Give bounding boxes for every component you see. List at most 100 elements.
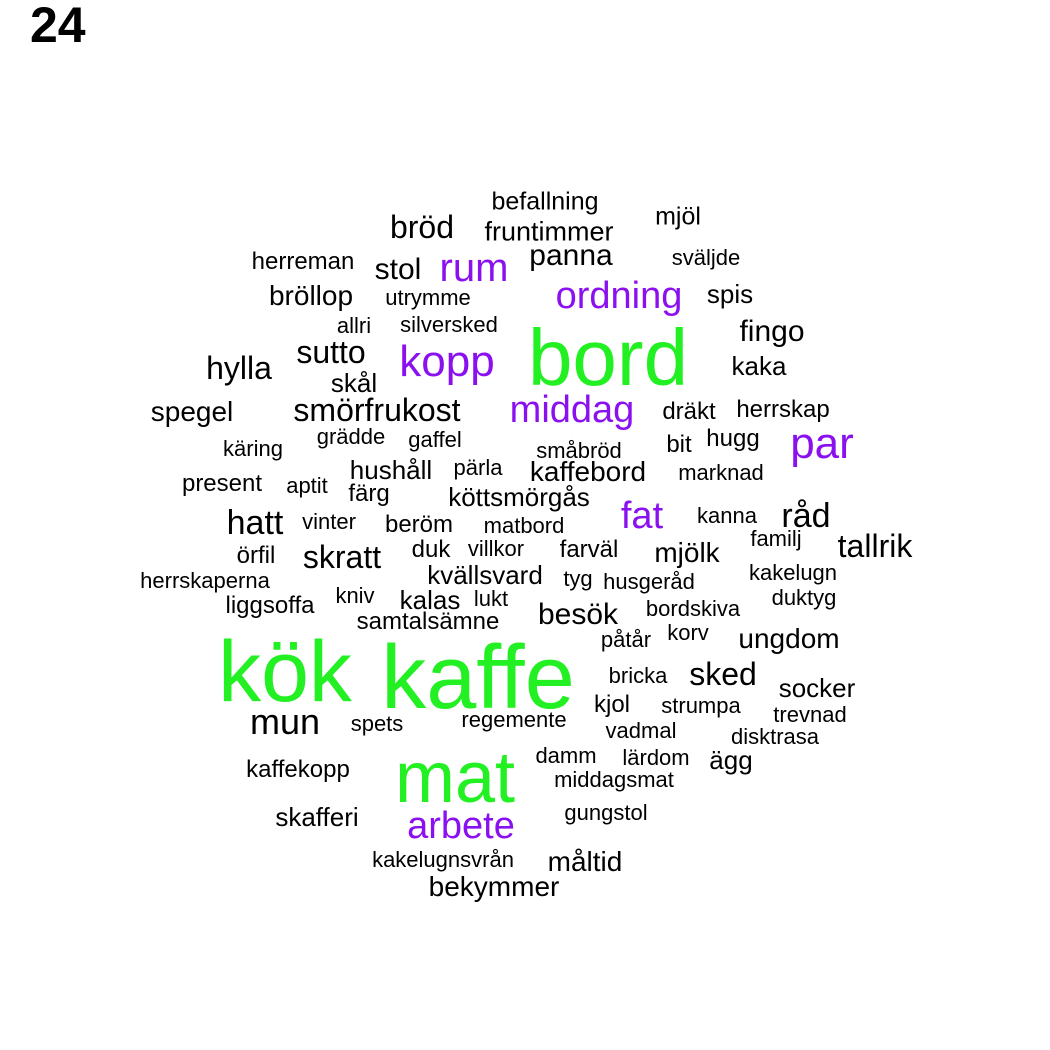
cloud-word: pärla [453, 455, 503, 480]
cloud-word: sutto [296, 334, 366, 370]
cloud-word: lärdom [622, 745, 690, 770]
cloud-word: marknad [678, 460, 764, 485]
cloud-word: skål [330, 368, 378, 398]
cloud-word: grädde [316, 424, 386, 449]
cloud-word: befallning [491, 187, 599, 216]
cloud-word: fat [620, 495, 664, 537]
cloud-word: ägg [709, 745, 753, 775]
cloud-word: fruntimmer [484, 216, 614, 247]
cloud-word: örfil [236, 542, 276, 569]
cloud-word: spegel [150, 396, 234, 427]
cloud-word: käring [223, 436, 283, 461]
cloud-word: bröd [389, 209, 455, 245]
cloud-word: middag [509, 389, 635, 431]
cloud-word: mat [394, 738, 516, 818]
cloud-word: råd [781, 497, 831, 535]
cloud-word: regemente [461, 707, 567, 732]
cloud-word: rum [439, 246, 509, 290]
cloud-word: bit [666, 431, 692, 458]
cloud-word: sked [689, 656, 757, 692]
cloud-word: kaka [731, 351, 787, 381]
cloud-word: ordning [555, 275, 683, 317]
cloud-word: beröm [384, 511, 454, 538]
cloud-word: spis [706, 279, 754, 309]
cloud-word: kakelugnsvrån [372, 847, 514, 872]
cloud-word: arbete [407, 805, 515, 847]
cloud-word: ungdom [738, 623, 840, 654]
cloud-word: bordskiva [645, 596, 741, 621]
cloud-word: kaffebord [529, 456, 647, 487]
cloud-word: husgeråd [603, 569, 695, 594]
cloud-word: färg [348, 480, 390, 507]
cloud-word: duktyg [771, 585, 837, 610]
cloud-word: gungstol [564, 800, 648, 825]
cloud-word: tyg [563, 566, 593, 591]
cloud-word: vinter [302, 509, 356, 534]
page-number: 24 [30, 0, 86, 53]
cloud-word: bekymmer [428, 871, 560, 902]
cloud-word: skratt [302, 539, 382, 575]
cloud-word: duk [411, 536, 451, 563]
cloud-word: kniv [335, 583, 375, 608]
cloud-word: bricka [608, 663, 668, 688]
cloud-word: herrskap [736, 396, 830, 423]
cloud-word: bröllop [268, 280, 354, 311]
cloud-word: kanna [697, 503, 757, 528]
cloud-word: present [181, 470, 263, 497]
cloud-word: kvällsvard [427, 560, 543, 590]
cloud-word: allri [336, 313, 372, 338]
cloud-word: familj [750, 526, 802, 551]
cloud-word: villkor [467, 536, 525, 561]
cloud-word: korv [667, 620, 709, 645]
cloud-word: socker [778, 673, 856, 703]
cloud-word: mjöl [655, 202, 701, 231]
cloud-word: damm [535, 743, 597, 768]
cloud-word: sväljde [671, 245, 741, 270]
cloud-word: trevnad [773, 702, 847, 727]
cloud-word: kjol [593, 691, 631, 718]
cloud-word: herrskaperna [140, 568, 270, 593]
cloud-word: gaffel [408, 427, 462, 452]
cloud-word: matbord [483, 513, 565, 538]
cloud-word: stol [374, 253, 422, 286]
cloud-word: måltid [547, 846, 623, 877]
cloud-word: spets [350, 711, 404, 736]
cloud-word: kök [218, 624, 352, 720]
cloud-word: silversked [400, 312, 498, 337]
cloud-word: disktrasa [730, 724, 820, 749]
cloud-word: panna [529, 239, 613, 272]
cloud-word: fingo [739, 315, 805, 348]
cloud-word: smörfrukost [293, 392, 461, 428]
cloud-word: farväl [559, 536, 619, 563]
cloud-word: kakelugn [748, 560, 838, 585]
cloud-word: middagsmat [554, 767, 674, 792]
cloud-word: aptit [286, 473, 328, 498]
cloud-word: hugg [706, 425, 760, 452]
cloud-word: liggsoffa [225, 592, 315, 619]
cloud-word: kaffe [381, 628, 575, 728]
cloud-word: hatt [226, 504, 284, 542]
cloud-word: hylla [206, 350, 272, 386]
cloud-word: par [790, 419, 854, 468]
cloud-word: påtår [600, 627, 652, 652]
cloud-word: vadmal [605, 718, 677, 743]
cloud-word: strumpa [661, 693, 741, 718]
cloud-word: utrymme [385, 285, 471, 310]
cloud-word: dräkt [662, 398, 716, 425]
cloud-word: mun [249, 701, 321, 742]
cloud-word: skafferi [275, 802, 359, 832]
cloud-word: köttsmörgås [448, 482, 590, 512]
cloud-word: mjölk [654, 537, 720, 568]
cloud-word: bord [527, 313, 689, 402]
cloud-word: lukt [473, 586, 509, 611]
cloud-word: tallrik [837, 528, 913, 564]
cloud-word: herreman [251, 248, 355, 275]
cloud-word: småbröd [536, 438, 622, 463]
cloud-word: kalas [399, 585, 461, 615]
cloud-word: besök [537, 598, 619, 631]
cloud-word: hushåll [349, 455, 433, 485]
cloud-word: samtalsämne [356, 608, 500, 635]
cloud-word: kaffekopp [246, 756, 350, 783]
cloud-word: kopp [399, 337, 495, 386]
